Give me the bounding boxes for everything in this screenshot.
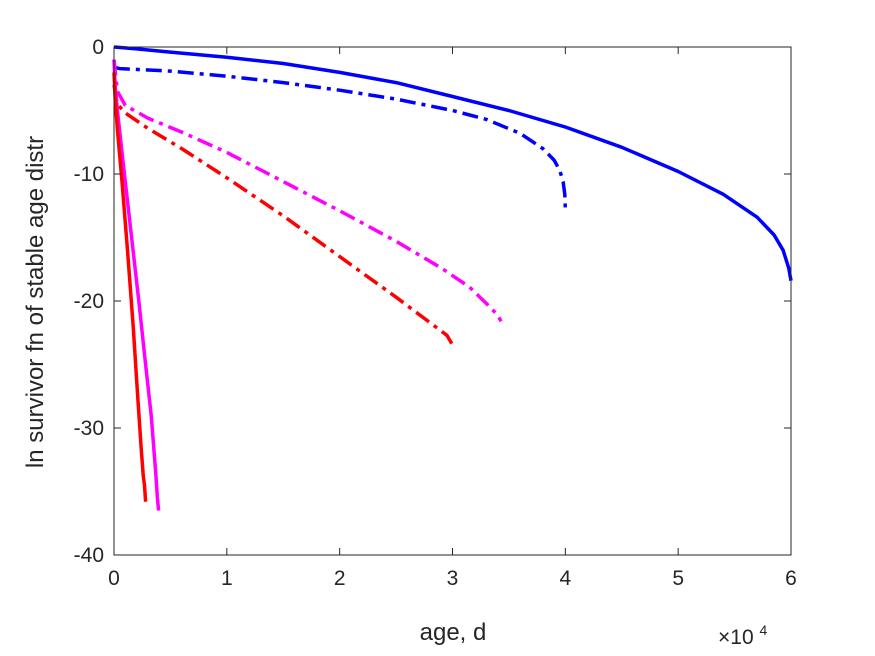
x-tick-label: 6 [785,567,797,590]
x-tick-label: 4 [559,567,571,590]
x-tick-label: 0 [108,567,120,590]
series-line-3 [112,59,503,323]
y-tick-label: -10 [74,163,104,186]
series-line-5 [112,59,161,511]
x-axis-exponent-base: ×10 [718,626,754,649]
series-line-6 [112,72,148,502]
labels-layer: age, d ln survivor fn of stable age dist… [22,36,797,649]
x-axis-exponent-label: ×10 4 [718,622,767,649]
x-axis-label: age, d [420,619,487,646]
series-line-4 [112,84,456,348]
x-tick-label: 2 [334,567,346,590]
x-axis-exponent-power: 4 [759,622,767,638]
series-line-2 [113,65,568,209]
y-tick-label: -40 [74,544,104,567]
y-tick-label: 0 [92,36,104,59]
x-tick-label: 3 [447,567,459,590]
y-tick-label: -20 [74,290,104,313]
x-tick-label: 1 [221,567,233,590]
y-axis-label: ln survivor fn of stable age distr [22,136,49,468]
axes-box [113,46,792,556]
x-tick-label: 5 [672,567,684,590]
axes-layer [113,46,792,556]
series-layer [112,45,793,511]
y-tick-label: -30 [74,417,104,440]
series-line-1 [113,45,793,282]
